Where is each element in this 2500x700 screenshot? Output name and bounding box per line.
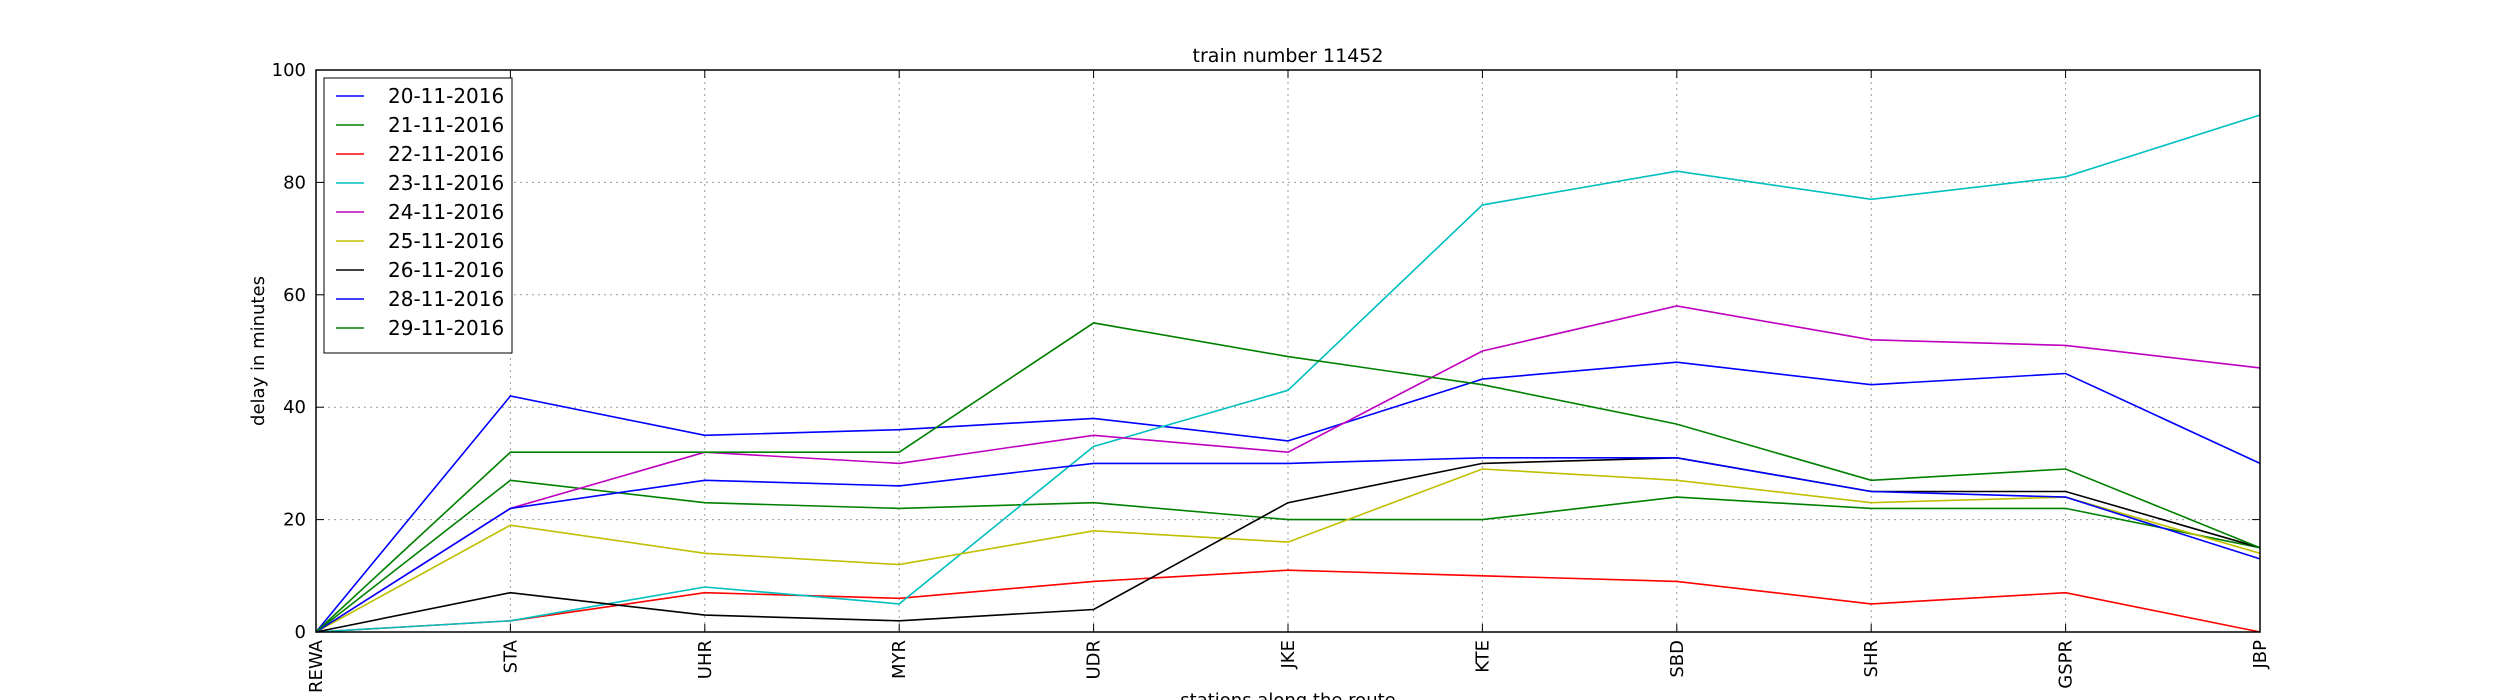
x-tick-label: REWA (306, 639, 327, 693)
x-tick-label: GSPR (2056, 640, 2077, 689)
legend: 20-11-2016 21-11-2016 22-11-2016 23-11-2016… (323, 77, 513, 354)
x-tick-label: JKE (1278, 640, 1299, 670)
y-tick-label: 40 (283, 397, 306, 418)
legend-entry: 23-11-2016 (388, 171, 504, 195)
legend-entry: 29-11-2016 (388, 316, 504, 340)
grid (316, 70, 2260, 632)
x-tick-label: SHR (1861, 640, 1882, 677)
series-lines (315, 114, 2261, 633)
legend-entry: 28-11-2016 (388, 287, 504, 311)
legend-entry: 26-11-2016 (388, 258, 504, 282)
legend-entry: 21-11-2016 (388, 113, 504, 137)
legend-entry: 22-11-2016 (388, 142, 504, 166)
x-tick-label: UHR (695, 640, 716, 679)
y-tick-label: 80 (283, 172, 306, 193)
y-tick-labels: 0 20 40 60 80 100 (272, 60, 2260, 643)
legend-entry: 24-11-2016 (388, 200, 504, 224)
x-tick-label: JBP (2250, 640, 2271, 670)
x-tick-label: SBD (1667, 640, 1688, 678)
series-line-20-11-2016 (315, 361, 2261, 633)
x-tick-label: KTE (1472, 640, 1493, 673)
y-tick-label: 0 (295, 622, 306, 643)
x-tick-label: STA (500, 639, 521, 673)
series-line-24-11-2016 (315, 305, 2261, 633)
series-line-29-11-2016 (315, 322, 2261, 633)
chart-title: train number 11452 (1193, 45, 1384, 67)
x-axis-title: stations along the route (1180, 690, 1395, 700)
x-tick-label: MYR (889, 640, 910, 679)
series-line-25-11-2016 (315, 468, 2261, 633)
y-tick-label: 20 (283, 510, 306, 531)
series-line-28-11-2016 (315, 456, 2261, 633)
series-line-22-11-2016 (315, 569, 2261, 633)
legend-box (323, 77, 513, 354)
x-tick-labels: REWA STA UHR MYR UDR JKE KTE SBD SHR GSPR JBP (306, 70, 2271, 693)
y-tick-label: 100 (272, 60, 306, 81)
series-line-26-11-2016 (315, 456, 2261, 633)
x-tick-label: UDR (1084, 640, 1105, 680)
legend-entry: 20-11-2016 (388, 84, 504, 108)
legend-entry: 25-11-2016 (388, 229, 504, 253)
series-line-23-11-2016 (315, 114, 2261, 633)
y-tick-label: 60 (283, 285, 306, 306)
series-line-21-11-2016 (315, 479, 2261, 633)
y-axis-title: delay in minutes (248, 276, 269, 426)
